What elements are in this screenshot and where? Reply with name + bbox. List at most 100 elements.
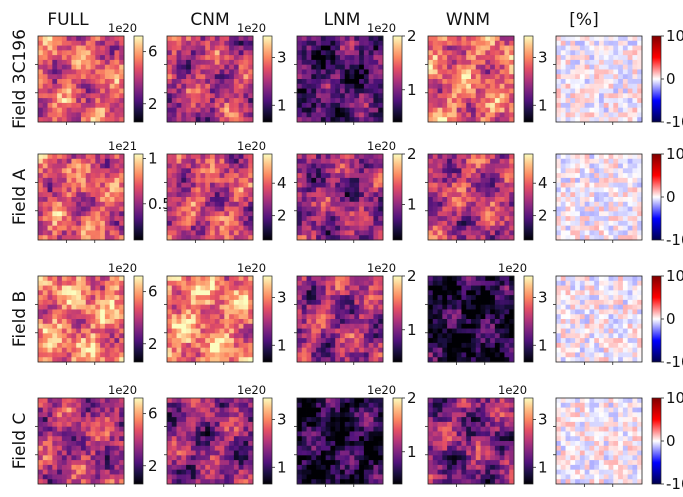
heatmap-cell <box>594 158 600 164</box>
heatmap-cell <box>119 225 125 231</box>
heatmap-cell <box>608 112 614 118</box>
heatmap-cell <box>85 342 91 349</box>
heatmap-cell <box>456 314 462 320</box>
heatmap-cell <box>330 225 336 231</box>
heatmap-cell <box>210 295 216 301</box>
heatmap-cell <box>565 342 571 349</box>
heatmap-cell <box>210 225 216 231</box>
heatmap-cell <box>176 328 182 334</box>
heatmap-cell <box>104 206 111 212</box>
heatmap-cell <box>613 177 619 184</box>
heatmap-cell <box>330 45 336 51</box>
heatmap-cell <box>603 197 609 203</box>
heatmap-cell <box>100 40 106 46</box>
heatmap-cell <box>622 299 629 306</box>
heatmap-cell <box>238 235 244 241</box>
heatmap-cell <box>442 280 448 286</box>
heatmap-cell <box>90 314 96 320</box>
heatmap-cell <box>565 225 571 231</box>
heatmap-cell <box>320 69 327 75</box>
heatmap-cell <box>325 230 331 236</box>
colorbar-tick-label: 2 <box>407 27 417 45</box>
heatmap-cell <box>233 333 240 339</box>
heatmap-cell <box>560 74 566 80</box>
colorbar-0-lnm <box>392 35 403 123</box>
heatmap-cell <box>181 182 187 188</box>
heatmap-cell <box>584 36 590 42</box>
heatmap-cell <box>461 117 467 123</box>
heatmap-cell <box>100 323 106 329</box>
heatmap-cell <box>320 328 327 334</box>
heatmap-cell <box>171 352 177 358</box>
colorbar-tick-label: 3 <box>277 49 287 67</box>
heatmap-cell <box>471 173 477 179</box>
heatmap-cell <box>613 235 619 241</box>
heatmap-cell <box>432 276 438 282</box>
heatmap-cell <box>301 314 307 320</box>
heatmap-cell <box>181 59 187 66</box>
heatmap-cell <box>210 220 216 227</box>
heatmap-cell <box>584 314 590 320</box>
heatmap-cell <box>38 59 44 66</box>
heatmap-cell <box>589 74 595 80</box>
heatmap-cell <box>471 220 477 227</box>
heatmap-cell <box>76 280 82 286</box>
heatmap-cell <box>38 235 44 241</box>
heatmap-cell <box>560 309 566 315</box>
heatmap-cell <box>589 230 595 236</box>
heatmap-cell <box>570 304 576 310</box>
heatmap-cell <box>297 230 303 236</box>
heatmap-cell <box>325 347 331 353</box>
heatmap-cell <box>190 79 197 85</box>
heatmap-cell <box>52 323 58 329</box>
heatmap-cell <box>297 357 303 363</box>
heatmap-cell <box>186 192 192 198</box>
heatmap-cell <box>186 187 192 193</box>
heatmap-cell <box>224 211 230 217</box>
heatmap-cell <box>603 309 609 315</box>
heatmap-cell <box>428 45 434 51</box>
heatmap-cell <box>603 347 609 353</box>
heatmap-cell <box>176 323 182 329</box>
heatmap-cell <box>176 154 182 160</box>
heatmap-cell <box>61 304 68 310</box>
heatmap-cell <box>340 220 346 227</box>
heatmap-cell <box>233 74 240 80</box>
heatmap-cell <box>579 88 586 94</box>
heatmap-cell <box>181 107 187 113</box>
heatmap-cell <box>599 304 605 310</box>
heatmap-cell <box>81 112 87 118</box>
heatmap-cell <box>456 328 462 334</box>
heatmap-cell <box>186 357 192 363</box>
heatmap-cell <box>195 93 201 99</box>
heatmap-cell <box>466 211 472 217</box>
heatmap-cell <box>480 295 486 301</box>
heatmap-cell <box>354 117 360 123</box>
heatmap-cell <box>480 117 486 123</box>
heatmap-cell <box>354 309 360 315</box>
heatmap-cell <box>499 74 505 80</box>
heatmap-cell <box>428 98 434 104</box>
heatmap-cell <box>504 59 510 66</box>
colorbar-0-cnm <box>262 35 273 123</box>
heatmap-cell <box>81 69 87 75</box>
heatmap-cell <box>238 201 244 207</box>
heatmap-cell <box>575 55 581 61</box>
heatmap-cell <box>579 192 586 198</box>
heatmap-cell <box>109 112 115 118</box>
heatmap-cell <box>85 220 91 227</box>
heatmap-cell <box>100 50 106 56</box>
heatmap-cell <box>38 216 44 222</box>
heatmap-cell <box>594 220 600 227</box>
heatmap-cell <box>560 173 566 179</box>
heatmap-cell <box>210 154 216 160</box>
heatmap-cell <box>608 220 614 227</box>
heatmap-cell <box>100 158 106 164</box>
heatmap-cell <box>52 74 58 80</box>
heatmap-cell <box>167 182 173 188</box>
panel-1-wnm: 24 <box>425 153 548 243</box>
heatmap-cell <box>210 201 216 207</box>
heatmap-cell <box>565 276 571 282</box>
heatmap-cell <box>627 220 633 227</box>
heatmap-cell <box>344 220 350 227</box>
